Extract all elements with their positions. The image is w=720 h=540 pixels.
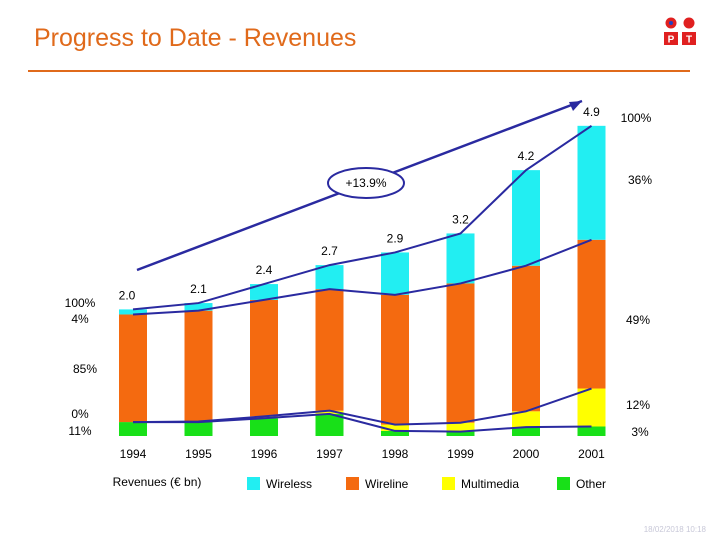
trend-lines-layer: [132, 99, 593, 433]
trend-line-wireline: [132, 238, 592, 316]
logo-dot-left-inner: [669, 21, 673, 25]
logo-box-left: [664, 32, 678, 45]
total-label-2000: 4.2: [518, 149, 535, 163]
left-share-label-3: 0%: [71, 407, 89, 421]
bar-wireless-2000: [512, 170, 540, 266]
legend-swatch-other: [557, 477, 570, 490]
x-tick-2000: 2000: [513, 447, 540, 461]
page-title: Progress to Date - Revenues: [34, 24, 357, 52]
growth-rate-label: +13.9%: [345, 176, 386, 190]
bar-other-1996: [250, 418, 278, 436]
left-share-label-2: 85%: [73, 362, 97, 376]
legend-swatch-multimedia: [442, 477, 455, 490]
bar-wireless-1995: [184, 303, 213, 311]
bar-other-1994: [119, 422, 147, 436]
logo-letter-p: P: [668, 35, 675, 46]
x-tick-1999: 1999: [447, 447, 474, 461]
bar-wireless-2001: [577, 125, 606, 240]
bar-wireline-1997: [315, 289, 344, 411]
labels-layer: 2.0 1994 2.1 1995 2.4 1996 2.7 1997 2.9 1998 3.2 19…: [65, 105, 653, 489]
bar-multimedia-1998: [381, 424, 409, 431]
bar-wireless-1996: [250, 284, 278, 300]
total-label-2001: 4.9: [583, 105, 600, 119]
total-label-1998: 2.9: [387, 231, 404, 245]
x-tick-1998: 1998: [382, 447, 409, 461]
bar-wireline-1996: [250, 299, 278, 417]
legend-swatch-wireless: [247, 477, 260, 490]
left-share-label-4: 11%: [68, 424, 91, 438]
bar-multimedia-2000: [512, 411, 540, 428]
logo-letter-t: T: [686, 35, 692, 46]
x-tick-1995: 1995: [185, 447, 212, 461]
legend-label-wireline: Wireline: [365, 477, 409, 491]
bar-multimedia-2001: [577, 388, 606, 427]
x-tick-1994: 1994: [120, 447, 147, 461]
x-tick-2001: 2001: [578, 447, 605, 461]
bar-wireline-2001: [577, 239, 606, 389]
left-share-label-0: 100%: [65, 296, 96, 310]
bar-wireline-1995: [184, 310, 213, 422]
bar-wireline-1999: [446, 283, 475, 423]
right-share-label-4: 3%: [631, 425, 649, 439]
legend-label-multimedia: Multimedia: [461, 477, 519, 491]
company-logo: P T: [664, 17, 696, 46]
bar-other-1999: [446, 431, 475, 436]
title-divider: [28, 70, 690, 72]
bar-other-1998: [381, 430, 409, 436]
growth-arrow-head: [569, 101, 582, 111]
growth-ellipse: [327, 167, 405, 199]
right-share-label-1: 36%: [628, 173, 652, 187]
legend-label-other: Other: [576, 477, 606, 491]
x-axis-label: Revenues (€ bn): [113, 475, 202, 489]
bar-multimedia-1997: [315, 410, 344, 414]
trend-line-wireless: [132, 125, 593, 311]
right-share-label-0: 100%: [621, 111, 652, 125]
bar-wireless-1999: [446, 233, 475, 284]
legend-layer: Wireless Wireline Multimedia Other: [247, 477, 606, 491]
bar-wireline-1994: [119, 314, 147, 423]
bars-layer: [119, 125, 606, 436]
bar-wireline-1998: [381, 294, 409, 425]
total-label-1997: 2.7: [321, 244, 338, 258]
total-label-1995: 2.1: [190, 282, 207, 296]
bar-multimedia-1999: [446, 422, 475, 432]
bar-other-2000: [512, 427, 540, 436]
bar-wireline-2000: [512, 265, 540, 412]
bar-other-2001: [577, 426, 606, 436]
logo-box-right: [682, 32, 696, 45]
right-share-label-3: 12%: [626, 398, 650, 412]
bar-other-1995: [184, 422, 213, 436]
total-label-1996: 2.4: [256, 263, 273, 277]
bar-other-1997: [315, 413, 344, 436]
total-label-1999: 3.2: [452, 212, 469, 226]
bar-wireless-1997: [315, 265, 344, 290]
x-tick-1997: 1997: [316, 447, 343, 461]
right-share-label-2: 49%: [626, 313, 650, 327]
trend-line-multimedia: [132, 387, 592, 426]
bar-wireless-1998: [381, 252, 409, 295]
legend-swatch-wireline: [346, 477, 359, 490]
left-share-label-1: 4%: [71, 312, 89, 326]
total-label-1994: 2.0: [119, 288, 136, 302]
legend-label-wireless: Wireless: [266, 477, 312, 491]
x-tick-1996: 1996: [251, 447, 278, 461]
bar-wireless-1994: [119, 309, 147, 315]
logo-dot-right: [683, 17, 695, 29]
footer-timestamp: 18/02/2018 10:18: [643, 525, 706, 534]
